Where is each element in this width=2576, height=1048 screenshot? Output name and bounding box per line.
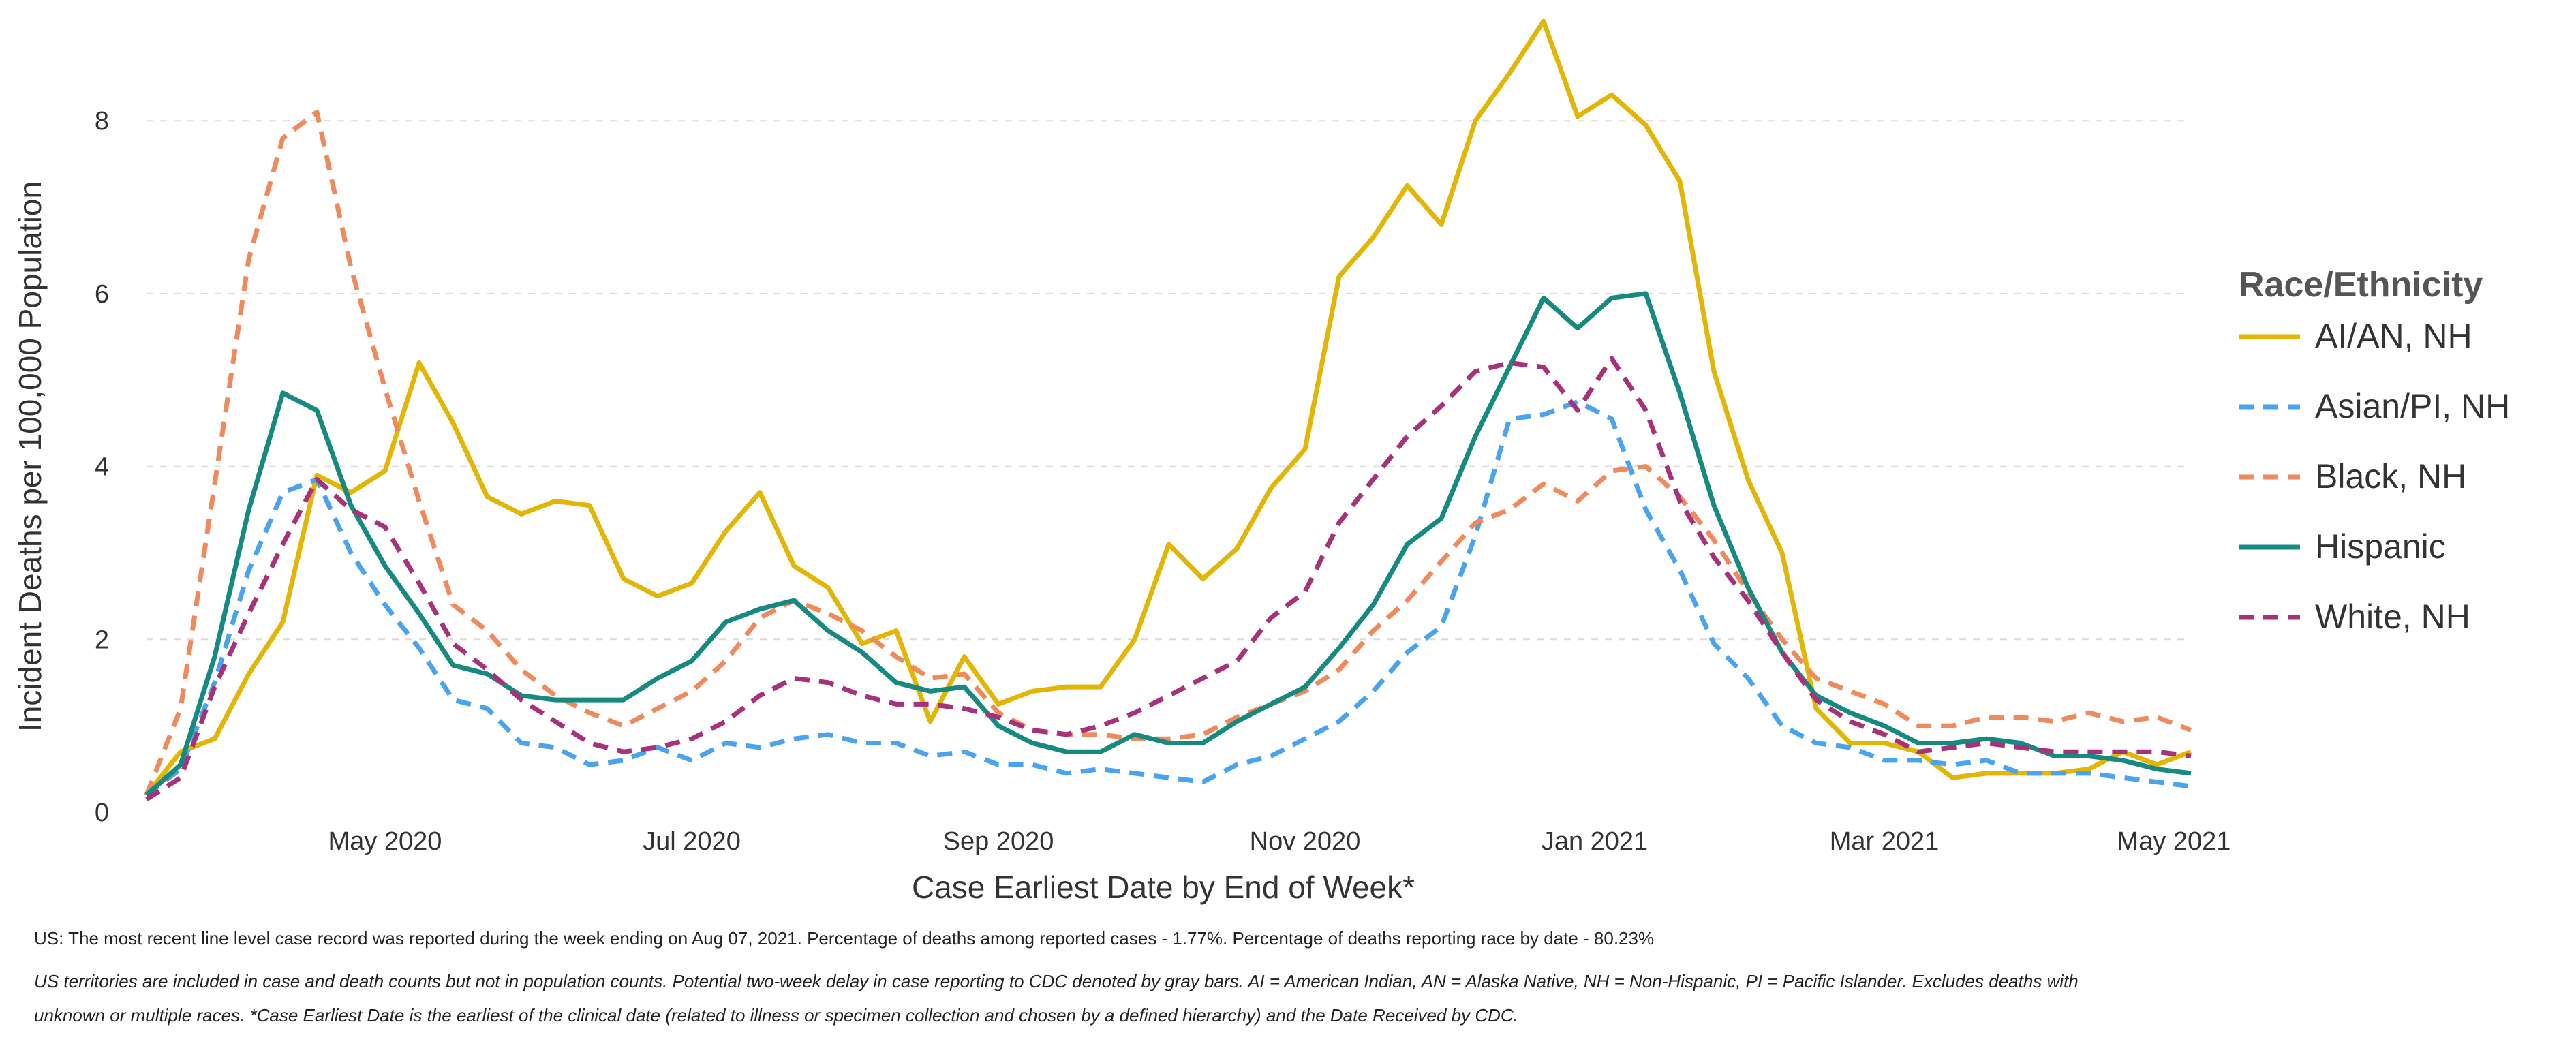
x-tick-label: Sep 2020 bbox=[943, 827, 1054, 856]
legend-label-ai-an-nh: AI/AN, NH bbox=[2315, 317, 2472, 355]
y-tick-label: 8 bbox=[95, 107, 109, 136]
series-line-white-nh bbox=[145, 356, 2192, 801]
footnote-summary: US: The most recent line level case reco… bbox=[34, 928, 1655, 949]
x-axis-title: Case Earliest Date by End of Week* bbox=[912, 869, 1415, 905]
footnote-date-definition: unknown or multiple races. *Case Earlies… bbox=[34, 1005, 1518, 1026]
x-axis-ticks: May 2020 Jul 2020 Sep 2020 Nov 2020 Jan 2021… bbox=[328, 827, 2231, 856]
x-tick-label: Mar 2021 bbox=[1830, 827, 1939, 856]
y-tick-label: 4 bbox=[95, 453, 109, 482]
y-tick-label: 6 bbox=[95, 280, 109, 309]
gridlines bbox=[147, 120, 2191, 641]
legend-label-asian-pi-nh: Asian/PI, NH bbox=[2315, 387, 2510, 425]
series-line-black-nh bbox=[144, 110, 2192, 796]
line-chart: 0 2 4 6 8 May 2020 Jul 2020 Sep 2020 Nov 2020 Ja… bbox=[12, 18, 2510, 905]
x-tick-label: Nov 2020 bbox=[1250, 827, 1361, 856]
series-lines bbox=[144, 18, 2192, 801]
series-line-hispanic bbox=[144, 291, 2192, 797]
series-line-asian-pi-nh bbox=[144, 399, 2192, 797]
y-tick-label: 0 bbox=[95, 799, 109, 827]
series-line-ai-an-nh bbox=[144, 18, 2192, 797]
x-tick-label: May 2020 bbox=[328, 827, 442, 856]
y-axis-title: Incident Deaths per 100,000 Population bbox=[12, 181, 48, 732]
x-tick-label: Jan 2021 bbox=[1542, 827, 1648, 856]
legend: AI/AN, NH Asian/PI, NH Black, NH Hispanic Wh… bbox=[2239, 317, 2510, 636]
legend-label-hispanic: Hispanic bbox=[2315, 527, 2446, 566]
legend-label-white-nh: White, NH bbox=[2315, 598, 2470, 636]
x-tick-label: Jul 2020 bbox=[643, 827, 741, 856]
x-tick-label: May 2021 bbox=[2117, 827, 2231, 856]
footnote-definitions: US territories are included in case and … bbox=[34, 971, 2079, 991]
y-axis-ticks: 0 2 4 6 8 bbox=[95, 107, 109, 827]
y-tick-label: 2 bbox=[95, 626, 109, 654]
legend-title: Race/Ethnicity bbox=[2239, 265, 2483, 305]
legend-label-black-nh: Black, NH bbox=[2315, 457, 2466, 495]
